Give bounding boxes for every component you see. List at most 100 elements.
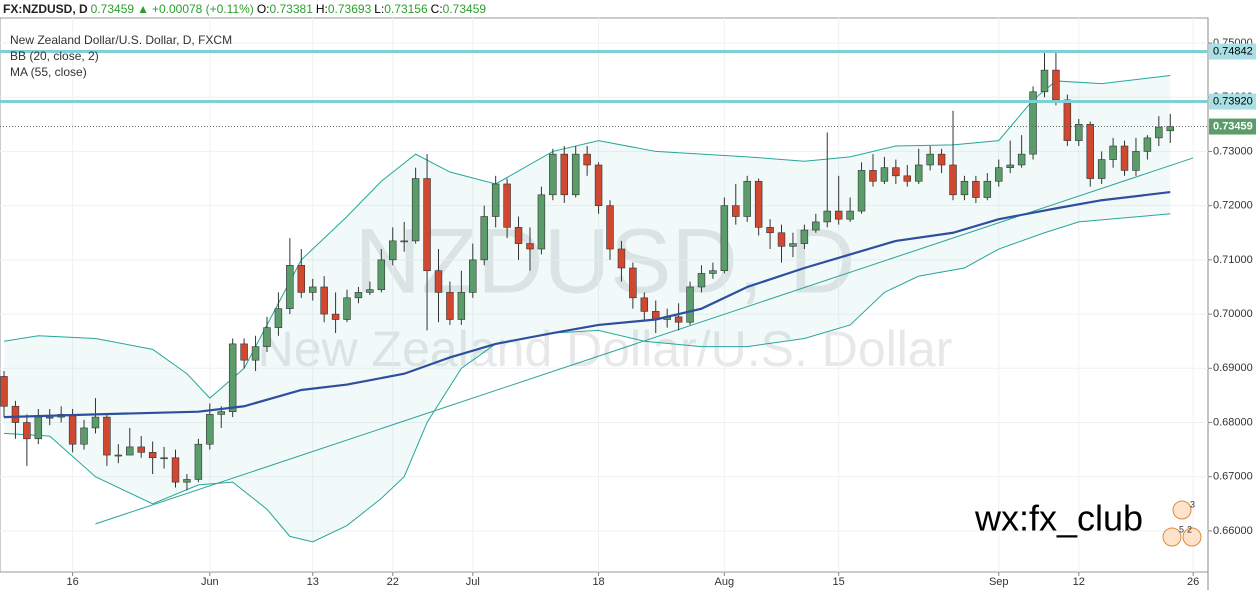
candle-body	[343, 297, 351, 320]
event-badge[interactable]	[1162, 527, 1182, 547]
high-label: H:	[315, 2, 328, 16]
candle-body	[1075, 124, 1083, 141]
candle-body	[686, 286, 694, 323]
candle-body	[995, 167, 1003, 182]
low: 0.73156	[384, 2, 428, 16]
x-tick-label: 18	[592, 576, 604, 588]
y-tick-label: 0.73000	[1213, 145, 1253, 157]
candle-body	[789, 243, 797, 247]
candle-body	[377, 259, 386, 290]
candle-body	[857, 170, 866, 212]
candle-body	[583, 153, 591, 166]
candle-body	[1097, 159, 1106, 179]
bb-fill	[4, 75, 1171, 542]
header: FX:NZDUSD, D 0.73459 ▲ +0.00078 (+0.11%) O:0…	[0, 0, 1256, 18]
candle-body	[766, 227, 774, 234]
signature: wx:fx_club	[974, 498, 1143, 539]
candle-body	[960, 180, 969, 196]
candle-body	[137, 446, 145, 453]
event-count: 2	[1187, 524, 1192, 534]
symbol: FX:NZDUSD, D	[3, 2, 88, 16]
candle-body	[1063, 99, 1072, 141]
candle-body	[1143, 137, 1152, 152]
candle-body	[23, 422, 31, 440]
candle-body	[617, 248, 626, 269]
candle-body	[1006, 164, 1014, 168]
candle-body	[937, 153, 946, 166]
candle-body	[354, 292, 363, 299]
level-label: 0.73920	[1213, 95, 1253, 107]
candle-body	[148, 452, 157, 459]
candle-body	[251, 346, 260, 361]
level-label: 0.74842	[1213, 45, 1253, 57]
candle-body	[68, 414, 77, 445]
candle-body	[400, 240, 408, 243]
candle-body	[1166, 126, 1174, 132]
candle-body	[743, 180, 751, 217]
candle-body	[331, 313, 340, 320]
candle-body	[903, 175, 912, 182]
candle-body	[114, 454, 123, 457]
candle-body	[914, 164, 923, 182]
open: 0.73381	[269, 2, 313, 16]
candle-body	[594, 164, 603, 206]
candle-body	[46, 416, 54, 419]
candle-body	[503, 183, 511, 228]
candle-body	[423, 178, 431, 272]
candle-body	[880, 167, 889, 182]
candle-body	[126, 446, 134, 456]
x-tick-label: Jun	[201, 576, 219, 588]
x-tick-label: Jul	[466, 576, 480, 588]
candle-body	[11, 405, 20, 423]
candle-body	[972, 180, 980, 198]
last-price-label: 0.73459	[1213, 120, 1253, 132]
candle-body	[1029, 91, 1037, 155]
low-label: L:	[374, 2, 385, 16]
y-tick-label: 0.71000	[1213, 254, 1253, 266]
candle-body	[263, 327, 271, 347]
legend-ma: MA (55, close)	[10, 65, 87, 79]
candle-body	[411, 178, 420, 242]
candle-body	[297, 264, 306, 293]
candle-body	[469, 259, 477, 293]
y-tick-label: 0.66000	[1213, 525, 1253, 537]
price: 0.73459	[90, 2, 135, 16]
event-badge[interactable]	[1182, 527, 1202, 547]
candle-body	[1086, 124, 1094, 179]
candle-body	[194, 443, 203, 480]
x-tick-label: 16	[66, 576, 78, 588]
candle-body	[629, 267, 637, 299]
candle-body	[366, 289, 374, 293]
candle-body	[926, 153, 934, 166]
candle-body	[754, 180, 763, 228]
x-tick-label: Sep	[989, 576, 1009, 588]
y-tick-label: 0.68000	[1213, 416, 1253, 428]
candle-body	[1109, 145, 1117, 160]
x-tick-label: 22	[387, 576, 399, 588]
candle-body	[640, 297, 649, 312]
y-tick-label: 0.70000	[1213, 308, 1253, 320]
candle-body	[949, 164, 957, 196]
x-tick-label: 15	[833, 576, 845, 588]
candle-body	[1017, 153, 1026, 166]
event-badge[interactable]	[1172, 500, 1192, 520]
candle-body	[80, 427, 88, 445]
x-tick-label: Aug	[715, 576, 735, 588]
event-count: 5	[1179, 524, 1184, 534]
candle-body	[286, 264, 294, 309]
y-tick-label: 0.69000	[1213, 362, 1253, 374]
candle-body	[240, 343, 248, 361]
candle-body	[892, 167, 900, 177]
candle-body	[1155, 126, 1163, 139]
candle-body	[228, 343, 237, 412]
candle-body	[171, 457, 180, 483]
candle-body	[34, 416, 43, 440]
candle-body	[103, 416, 111, 456]
candle-body	[183, 479, 191, 483]
legend-main: New Zealand Dollar/U.S. Dollar, D, FXCM	[10, 33, 232, 47]
candle-body	[983, 180, 992, 198]
trend-line	[95, 157, 1194, 525]
last-price-tag	[1209, 118, 1256, 135]
